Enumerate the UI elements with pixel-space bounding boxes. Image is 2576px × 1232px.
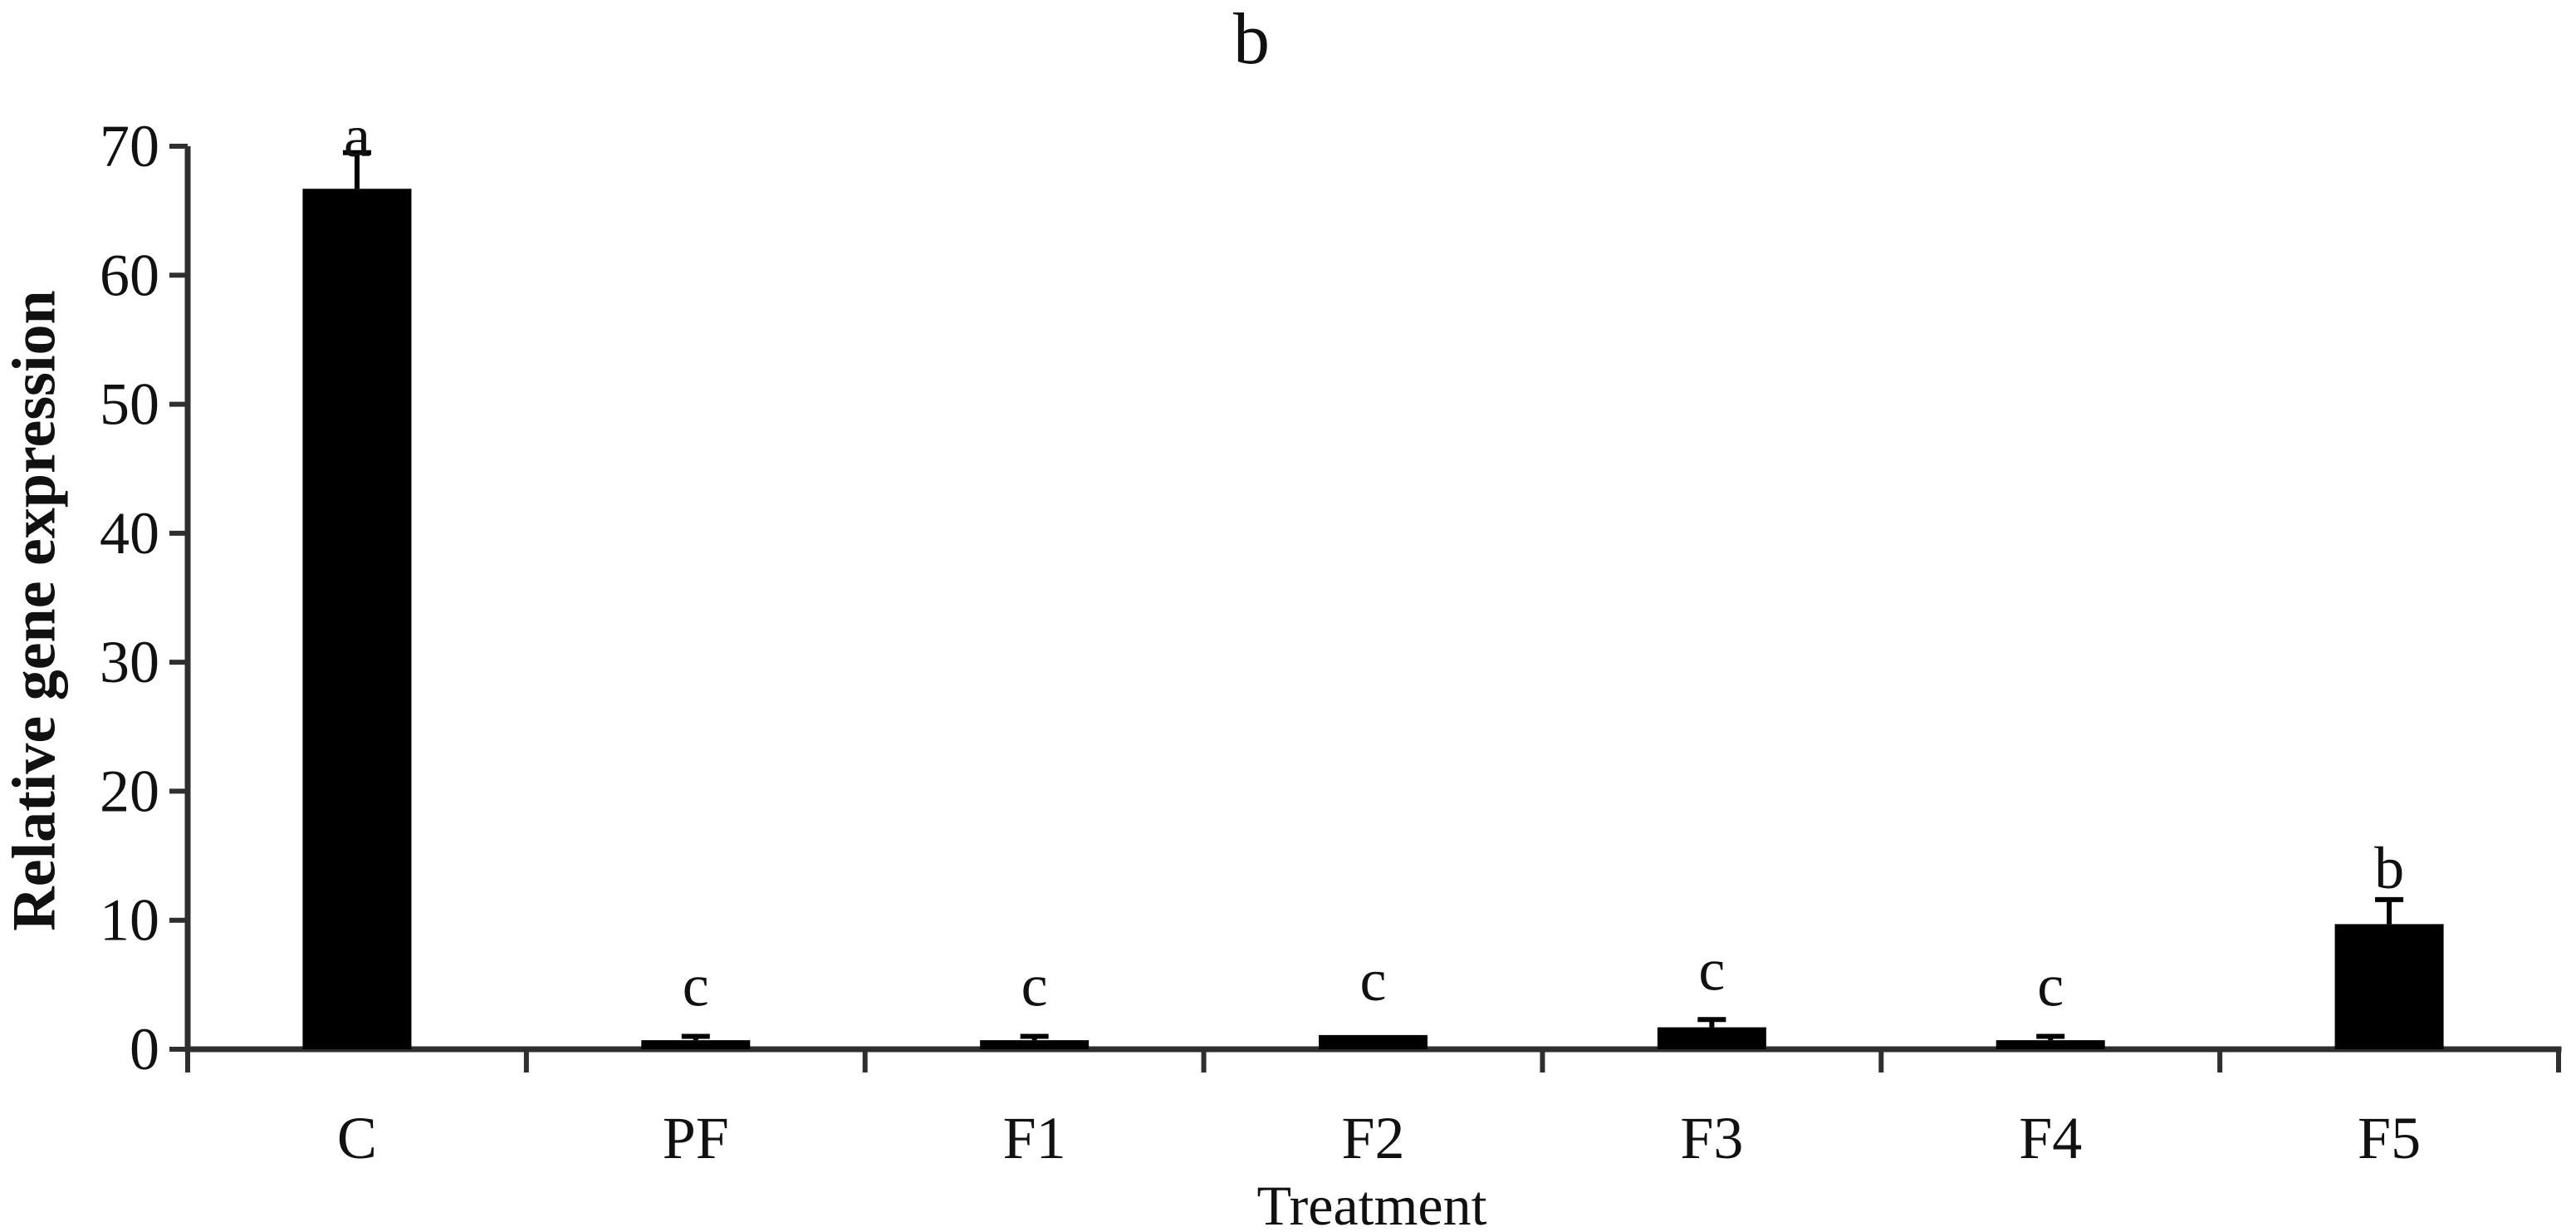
bar-F5 (2334, 924, 2444, 1049)
y-tick-label-30: 30 (100, 629, 159, 695)
sig-letter-F5: b (2374, 835, 2404, 901)
x-tick-label-F2: F2 (1341, 1105, 1404, 1171)
bar-F4 (1996, 1040, 2105, 1049)
sig-letter-F3: c (1698, 936, 1725, 1003)
y-tick-label-10: 10 (100, 887, 159, 954)
sig-letter-F4: c (2037, 952, 2064, 1018)
y-tick-label-50: 50 (100, 371, 159, 438)
y-tick-label-0: 0 (130, 1016, 159, 1082)
sig-letter-PF: c (683, 952, 709, 1018)
sig-letter-C: a (344, 103, 370, 169)
x-tick-label-F1: F1 (1003, 1105, 1066, 1171)
bar-F2 (1319, 1034, 1428, 1049)
bar-PF (641, 1040, 751, 1049)
y-tick-label-40: 40 (100, 500, 159, 567)
y-tick-label-70: 70 (100, 113, 159, 179)
x-axis-title: Treatment (1256, 1174, 1487, 1232)
sig-letter-F2: c (1360, 947, 1387, 1014)
y-tick-label-20: 20 (100, 758, 159, 824)
bar-F3 (1657, 1027, 1766, 1049)
x-tick-label-F4: F4 (2019, 1105, 2082, 1171)
chart-title: b (1233, 0, 1270, 80)
bar-F1 (980, 1040, 1090, 1049)
x-tick-label-F3: F3 (1680, 1105, 1743, 1171)
y-tick-label-60: 60 (100, 242, 159, 308)
x-tick-label-PF: PF (663, 1105, 729, 1171)
sig-letter-F1: c (1021, 952, 1048, 1018)
x-tick-label-C: C (337, 1105, 377, 1171)
x-tick-label-F5: F5 (2358, 1105, 2421, 1171)
bar-C (302, 189, 412, 1050)
